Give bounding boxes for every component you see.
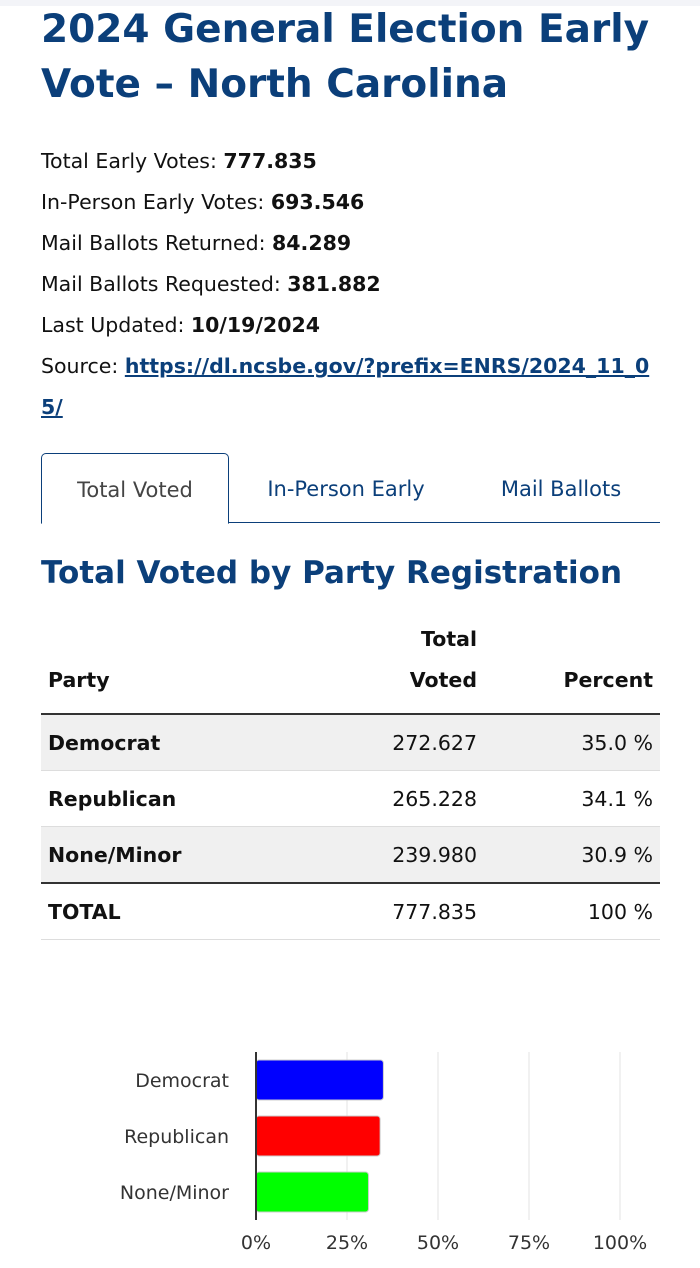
header-total-voted: Total Voted xyxy=(270,619,484,715)
page-title: 2024 General Election Early Vote – North… xyxy=(41,7,650,107)
section-title: Total Voted by Party Registration xyxy=(41,555,623,591)
cell-voted: 272.627 xyxy=(270,714,484,771)
cell-percent: 30.9 % xyxy=(484,826,660,884)
top-strip xyxy=(0,0,700,6)
stat-label: Mail Ballots Requested: xyxy=(41,272,288,296)
stat-label: Source: xyxy=(41,354,125,378)
stat-value: 777.835 xyxy=(223,149,317,173)
x-tick-label: 50% xyxy=(417,1232,459,1254)
party-table: Party Total Voted Percent Democrat 272.6… xyxy=(41,619,660,940)
x-tick-label: 75% xyxy=(508,1232,550,1254)
header-total-voted-line1: Total xyxy=(420,627,477,651)
stat-mail-returned: Mail Ballots Returned: 84.289 xyxy=(41,223,661,264)
tab-in-person-early[interactable]: In-Person Early xyxy=(267,477,425,501)
table-row: Democrat 272.627 35.0 % xyxy=(41,714,660,771)
x-tick-label: 0% xyxy=(241,1232,271,1254)
cell-voted: 239.980 xyxy=(270,826,484,884)
party-bar-chart: 0% 25% 50% 75% 100% Democrat Republican None/Mi… xyxy=(120,1052,647,1254)
tab-bar: Total Voted In-Person Early Mail Ballots xyxy=(41,453,660,524)
table-row: None/Minor 239.980 30.9 % xyxy=(41,826,660,884)
cell-party: None/Minor xyxy=(41,826,270,884)
x-tick-label: 25% xyxy=(326,1232,368,1254)
tab-mail-ballots[interactable]: Mail Ballots xyxy=(500,477,622,501)
header-party: Party xyxy=(41,619,270,715)
cell-percent: 35.0 % xyxy=(484,714,660,771)
stat-in-person: In-Person Early Votes: 693.546 xyxy=(41,182,661,223)
summary-stats: Total Early Votes: 777.835 In-Person Ear… xyxy=(41,141,661,428)
header-percent: Percent xyxy=(484,619,660,715)
cell-percent: 100 % xyxy=(484,882,660,940)
stat-value: 10/19/2024 xyxy=(190,313,320,337)
table-row: Republican 265.228 34.1 % xyxy=(41,770,660,827)
source-link[interactable]: https://dl.ncsbe.gov/?prefix=ENRS/2024_1… xyxy=(41,354,650,419)
stat-label: In-Person Early Votes: xyxy=(41,190,271,214)
stat-source: Source: https://dl.ncsbe.gov/?prefix=ENR… xyxy=(41,346,661,428)
cell-party: TOTAL xyxy=(41,882,270,940)
cell-party: Republican xyxy=(41,770,270,827)
category-label: Republican xyxy=(124,1126,229,1148)
stat-last-updated: Last Updated: 10/19/2024 xyxy=(41,305,661,346)
cell-voted: 265.228 xyxy=(270,770,484,827)
stat-value: 693.546 xyxy=(270,190,365,214)
bar-republican xyxy=(255,1115,381,1157)
stat-mail-requested: Mail Ballots Requested: 381.882 xyxy=(41,264,661,305)
stat-value: 381.882 xyxy=(287,272,381,296)
table-header-row: Party Total Voted Percent xyxy=(41,619,660,715)
bar-none-minor xyxy=(255,1171,369,1213)
category-label: Democrat xyxy=(135,1070,229,1092)
x-tick-label: 100% xyxy=(593,1232,647,1254)
stat-label: Total Early Votes: xyxy=(41,149,224,173)
stat-total-early: Total Early Votes: 777.835 xyxy=(41,141,661,182)
cell-voted: 777.835 xyxy=(270,882,484,940)
stat-label: Last Updated: xyxy=(41,313,191,337)
stat-value: 84.289 xyxy=(272,231,352,255)
category-label: None/Minor xyxy=(120,1182,229,1204)
tab-total-voted[interactable]: Total Voted xyxy=(41,453,229,524)
bar-democrat xyxy=(255,1059,384,1101)
cell-percent: 34.1 % xyxy=(484,770,660,827)
header-total-voted-line2: Voted xyxy=(409,668,477,692)
cell-party: Democrat xyxy=(41,714,270,771)
stat-label: Mail Ballots Returned: xyxy=(41,231,273,255)
table-total-row: TOTAL 777.835 100 % xyxy=(41,882,660,940)
